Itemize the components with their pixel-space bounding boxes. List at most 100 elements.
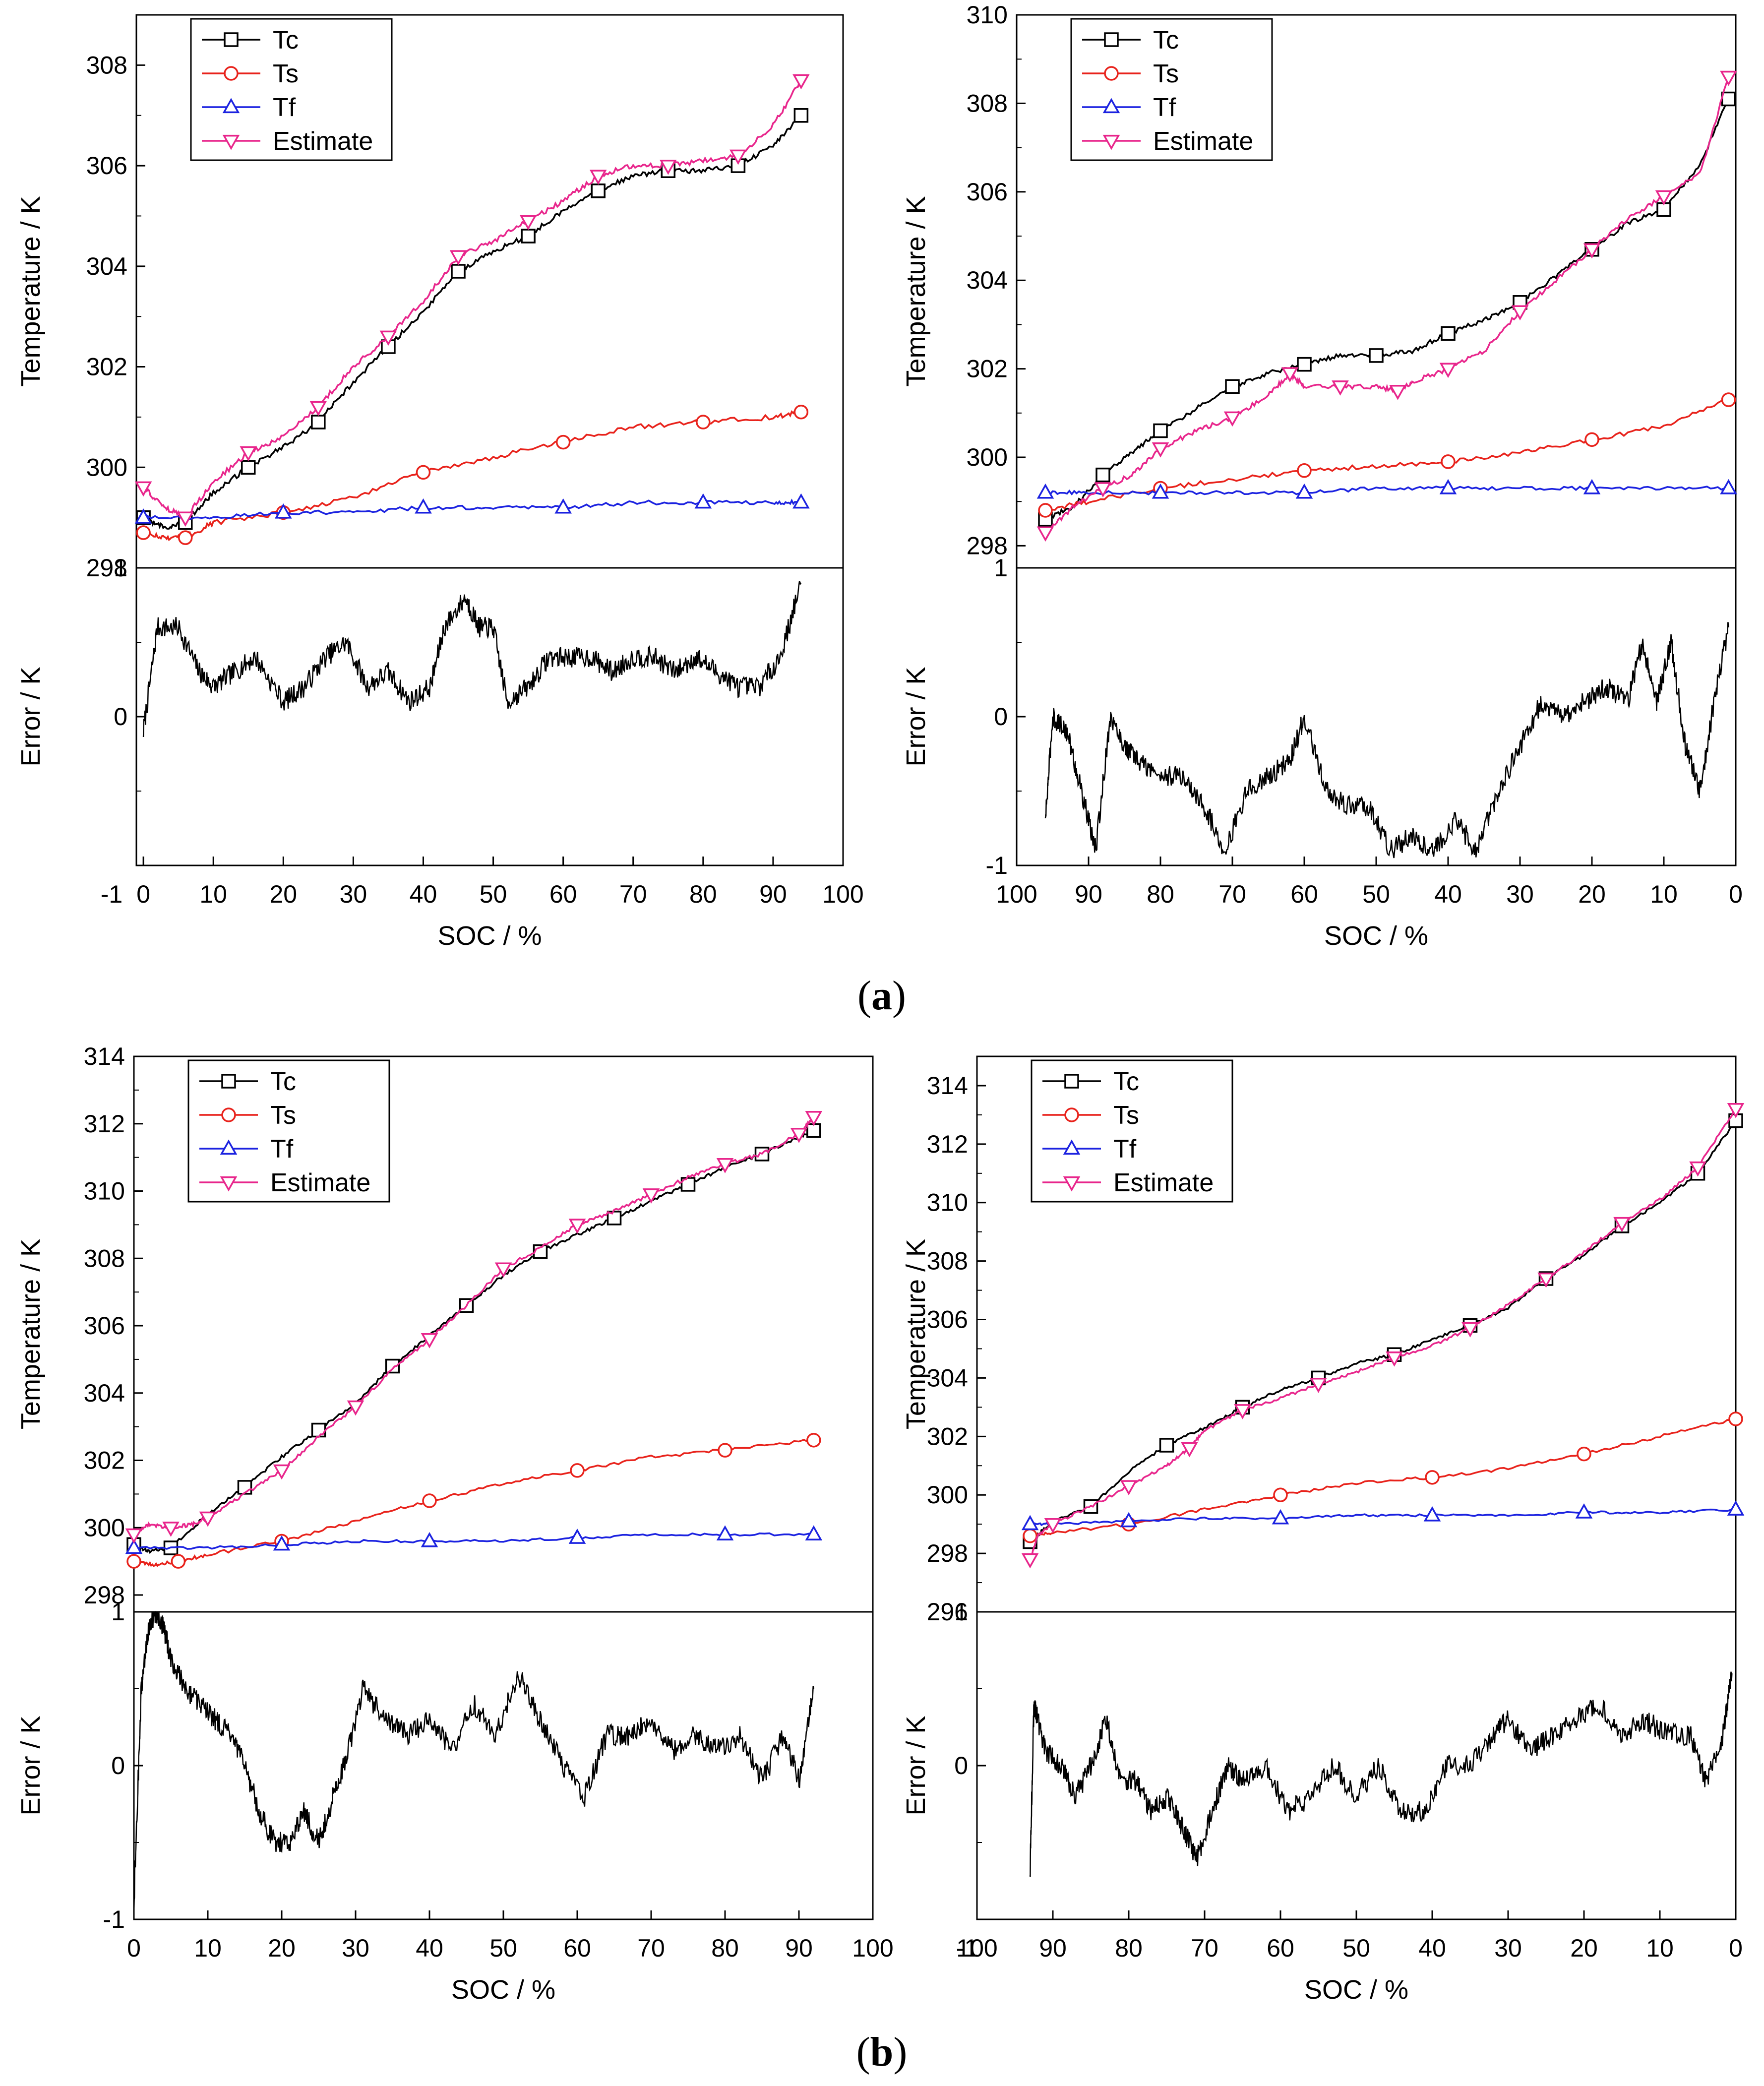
a-left-xtick-label: 20 [269,880,297,908]
b-left-marker-estimate [199,1511,217,1527]
b-right-legend-label-tf: Tf [1113,1135,1137,1164]
a-right-top-line-tf [1045,486,1729,496]
b-left-bottom-ytick-label: 0 [111,1752,125,1779]
a-left-marker-ts [555,434,571,450]
a-right-top-ylabel: Temperature / K [901,196,931,386]
b-left-top-ytick-label: 298 [84,1581,125,1609]
a-left-marker-tc [451,264,466,279]
b-right-xtick-label: -1 [956,1934,978,1962]
a-right-marker-estimate [1036,526,1054,542]
b-right-xtick-label: 40 [1418,1934,1446,1962]
a-right-marker-tf [1295,483,1313,499]
a-right-xtick-label: 60 [1290,880,1318,908]
a-right-marker-estimate [1281,367,1299,383]
b-right-marker-tf [1575,1503,1593,1519]
a-left-marker-tf [415,498,432,514]
b-right-legend-marker-ts [1064,1107,1079,1122]
a-left-legend-label-estimate: Estimate [273,127,373,156]
b-right-marker-ts [1577,1446,1591,1462]
b-left-marker-estimate [494,1262,512,1278]
b-left-legend-label-tf: Tf [270,1135,294,1164]
a-left-legend-label-ts: Ts [273,60,299,88]
b-left-marker-estimate [347,1400,365,1416]
b-left-top-ytick-label: 304 [84,1379,125,1407]
b-left-xtick-label: 10 [194,1934,222,1962]
b-left-bottom-ylabel: Error / K [16,1716,46,1815]
a-left-marker-estimate [519,215,537,231]
a-right-marker-estimate [1511,305,1529,321]
a-left-legend-marker-tc [224,32,239,47]
b-right-top-ylabel: Temperature / K [901,1239,931,1429]
b-left-top-ytick-label: 306 [84,1312,125,1340]
b-right-bottom-ytick-label: 1 [954,1598,968,1626]
b-right-marker-estimate [1689,1161,1706,1177]
b-right-marker-estimate [1310,1378,1327,1393]
b-left-marker-tc [680,1177,696,1192]
a-right-marker-estimate [1332,380,1349,396]
a-left-xtick-label: 90 [759,880,787,908]
b-right-legend-marker-estimate [1063,1176,1081,1192]
a-right-marker-tc [1369,348,1384,363]
a-left-marker-tc [793,108,809,123]
b-left-marker-ts [171,1554,186,1569]
panel-label-b: (b) [856,2029,908,2075]
b-right-legend-marker-tf [1063,1139,1081,1155]
b-right-legend-label-tc: Tc [1113,1067,1139,1096]
a-right-top-ytick-label: 302 [967,355,1008,383]
a-left-marker-estimate [730,149,747,165]
panel-label-a: (a) [857,973,906,1019]
b-right-top-ytick-label: 314 [927,1072,968,1100]
b-right-marker-tc [1159,1438,1174,1453]
a-left-top-line-ts [143,409,801,543]
b-right-marker-estimate [1727,1103,1745,1118]
a-right-marker-tf [1439,479,1457,494]
a-left-xtick-label: 0 [136,880,150,908]
b-right-xtick-label: 10 [1646,1934,1674,1962]
b-left-top-line-estimate [133,1116,815,1536]
b-left-marker-tc [385,1358,400,1374]
a-right-bottom-ylabel: Error / K [901,667,931,766]
b-left-bottom-ytick-label: 1 [111,1598,125,1626]
a-left-marker-estimate [240,446,257,462]
b-left-xtick-label: 80 [711,1934,739,1962]
b-left-xtick-label: 90 [785,1934,813,1962]
b-left-marker-estimate [805,1111,823,1126]
b-right-top-line-tf [1030,1508,1736,1527]
a-left-marker-ts [416,465,431,480]
b-left-xtick-label: 20 [268,1934,296,1962]
b-right-marker-estimate [1613,1217,1631,1232]
a-right-xtick-label: 10 [1650,880,1678,908]
b-left-marker-tc [806,1123,821,1138]
a-left-marker-tf [554,498,572,514]
b-left-xtick-label: 30 [342,1934,369,1962]
b-left-legend-marker-estimate [220,1176,238,1192]
a-right-marker-ts [1721,392,1736,407]
b-left-marker-tf [568,1529,586,1544]
b-left-top-line-tf [133,1532,814,1550]
a-left-xtick-label: 30 [340,880,367,908]
a-right-marker-estimate [1223,411,1241,427]
b-right-xtick-label: 90 [1039,1934,1067,1962]
a-left-xtick-label: 10 [199,880,227,908]
b-left-bottom-ytick-label: -1 [103,1905,125,1933]
a-left-marker-estimate [589,170,607,185]
b-right-legend-label-ts: Ts [1113,1101,1139,1130]
a-right-marker-tc [1441,326,1456,341]
a-right-marker-ts [1584,432,1599,447]
b-right-marker-tf [1423,1506,1441,1522]
b-right-marker-ts [1425,1470,1440,1485]
a-right-xtick-label: 70 [1218,880,1246,908]
a-left-top-ytick-label: 300 [86,453,127,481]
b-left-marker-ts [126,1554,141,1569]
b-right-top-ytick-label: 310 [927,1189,968,1217]
b-left-legend-label-tc: Tc [270,1067,296,1096]
b-right-xtick-label: 60 [1267,1934,1294,1962]
a-left-marker-tc [241,460,256,475]
a-right-xtick-label: 0 [1729,880,1743,908]
b-left-top-ytick-label: 302 [84,1447,125,1474]
a-left-marker-ts [178,530,193,545]
